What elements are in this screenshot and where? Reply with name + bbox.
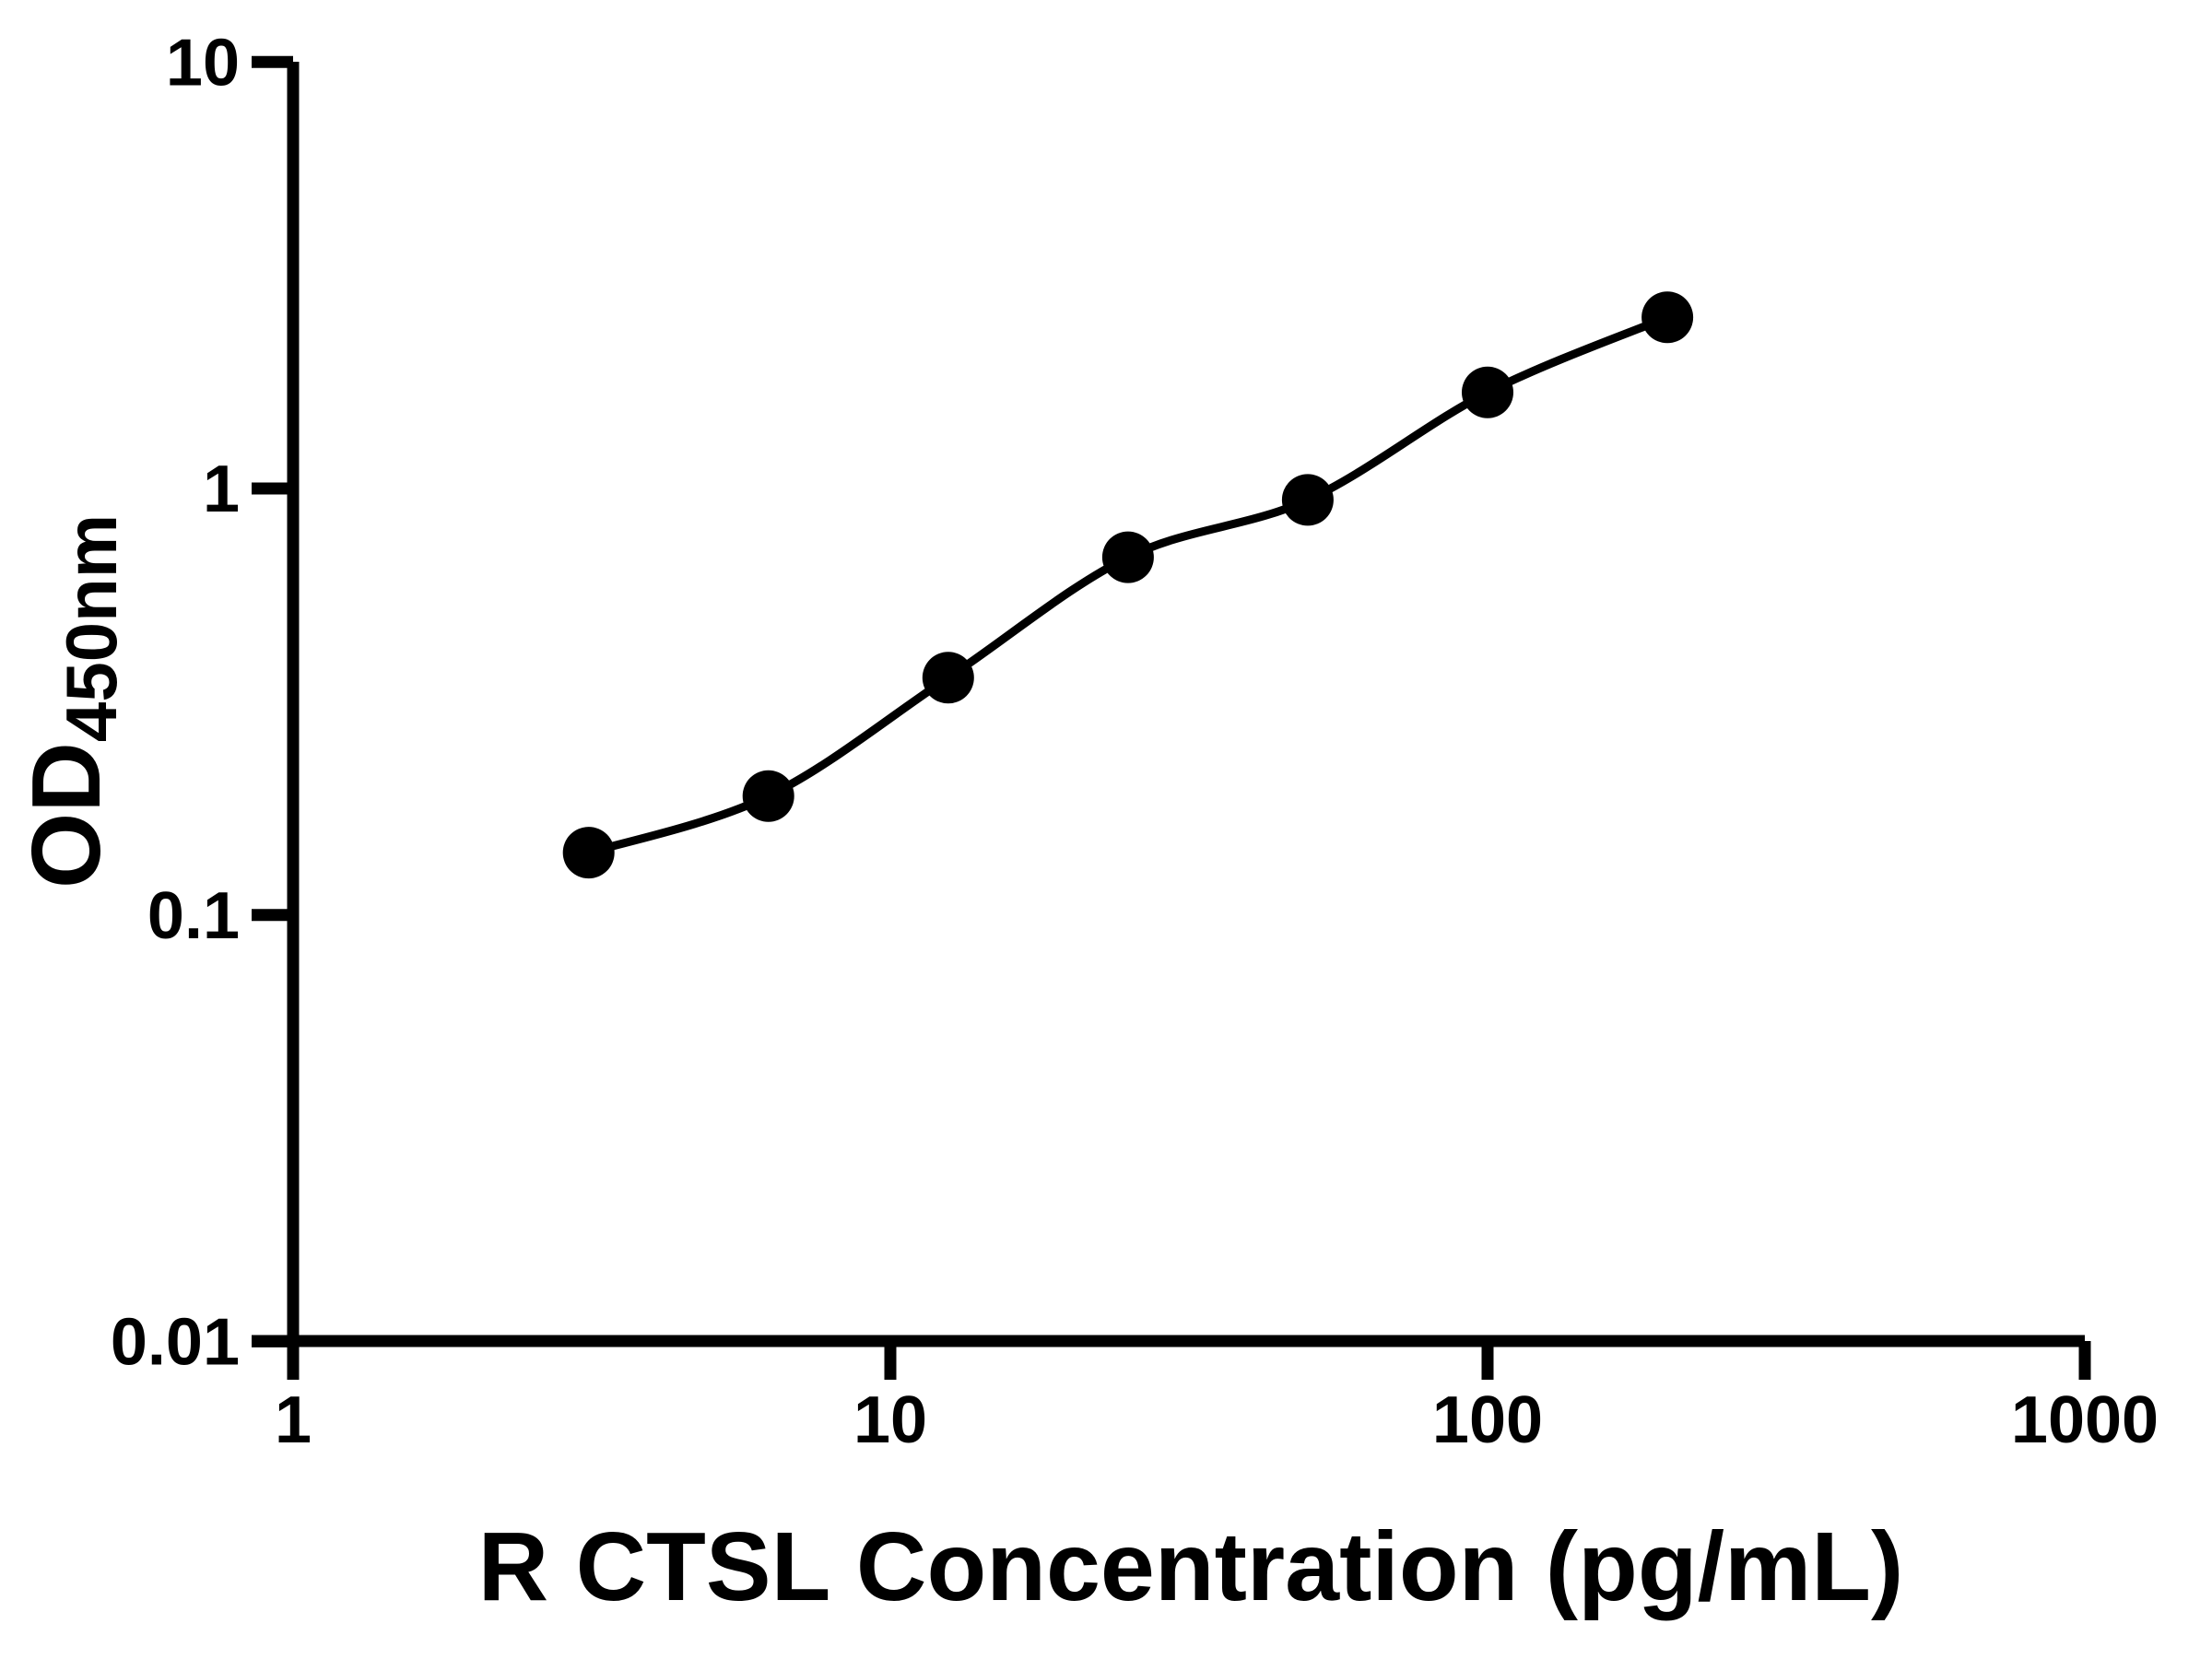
x-tick-labels: 1 10 100 1000	[275, 1383, 2159, 1457]
y-axis-title-subscript: 450nm	[51, 514, 132, 742]
data-point-marker	[562, 827, 615, 879]
x-tick-label: 1	[275, 1383, 312, 1457]
data-point-marker	[1641, 291, 1694, 344]
y-tick-label: 0.1	[147, 879, 240, 953]
y-tick-label: 1	[203, 453, 240, 526]
data-point-marker	[1281, 474, 1334, 526]
x-axis-title: R CTSL Concentration (pg/mL)	[478, 1512, 1904, 1621]
y-tick-marks	[252, 55, 293, 1347]
y-tick-labels: 10 1 0.1 0.01	[111, 27, 240, 1380]
y-axis-title-main: OD	[12, 742, 121, 888]
x-tick-label: 1000	[2011, 1383, 2159, 1457]
y-tick-label: 10	[166, 27, 240, 100]
data-point-marker	[1101, 531, 1154, 583]
x-tick-label: 100	[1432, 1383, 1543, 1457]
y-axis-title: OD450nm	[12, 514, 132, 888]
y-tick-label: 0.01	[111, 1306, 240, 1380]
data-point-group	[562, 291, 1694, 879]
x-tick-marks	[287, 1341, 2091, 1380]
data-point-marker	[1462, 366, 1513, 418]
data-point-marker	[922, 652, 974, 704]
data-point-marker	[742, 770, 794, 822]
x-tick-label: 10	[853, 1383, 927, 1457]
